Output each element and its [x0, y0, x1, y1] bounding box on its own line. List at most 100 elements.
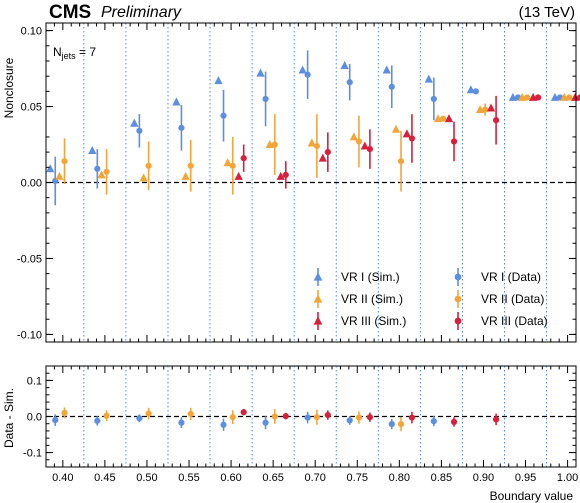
point-circle	[346, 79, 353, 86]
energy-label: (13 TeV)	[519, 4, 575, 21]
point-triangle	[97, 170, 106, 179]
point-circle	[94, 417, 101, 424]
point-circle	[492, 117, 500, 124]
axes: -0.10 -0.05 0.00 0.05 0.10 -0.1 0.0 0.1 0.40 0.45…	[17, 22, 578, 484]
xtick-label: 0.80	[389, 472, 410, 484]
point-circle	[482, 106, 489, 113]
xtick-label: 0.65	[262, 472, 283, 484]
point-circle	[282, 171, 289, 179]
main-ylabel: Nonclosure	[2, 57, 16, 118]
point-circle	[324, 149, 331, 156]
point-circle	[439, 115, 447, 122]
point-circle	[262, 95, 269, 103]
legend-entry-label: VR II (Data)	[481, 292, 544, 306]
legend-marker-circle	[454, 317, 462, 325]
point-triangle	[475, 104, 485, 114]
point-circle	[220, 112, 227, 119]
legend-marker-circle	[454, 273, 462, 281]
point-circle	[304, 71, 311, 78]
point-circle	[178, 419, 185, 426]
point-circle	[450, 418, 458, 426]
zero-reference-lines	[46, 181, 576, 418]
point-circle	[229, 162, 236, 169]
point-triangle	[130, 118, 139, 127]
point-circle	[229, 414, 236, 421]
point-circle	[397, 158, 405, 165]
point-triangle	[349, 132, 359, 141]
point-circle	[240, 155, 247, 162]
ratio-series-vr-i-data	[52, 411, 437, 431]
point-triangle	[340, 60, 349, 69]
point-circle	[262, 419, 269, 426]
xtick-label: 0.90	[473, 472, 494, 484]
preliminary-label: Preliminary	[101, 4, 182, 21]
cms-label: CMS	[49, 2, 91, 23]
point-triangle	[307, 138, 316, 147]
point-circle	[240, 409, 247, 416]
point-triangle	[508, 92, 518, 101]
point-circle	[577, 94, 580, 101]
point-circle	[408, 135, 416, 142]
point-triangle	[382, 65, 391, 74]
point-triangle	[518, 92, 527, 101]
point-circle	[408, 414, 416, 421]
point-triangle	[234, 171, 243, 180]
njets-n: N	[53, 45, 62, 59]
point-circle	[397, 420, 405, 428]
point-triangle	[139, 173, 148, 182]
point-triangle	[181, 171, 190, 180]
legend: VR I (Sim.) VR II (Sim.) VR III (Sim.) VR I…	[313, 268, 548, 330]
point-circle	[136, 127, 143, 134]
point-triangle	[276, 171, 285, 180]
ratio-ytick-label: 0.1	[27, 375, 42, 387]
legend-entry-label: VR III (Data)	[481, 314, 548, 328]
point-triangle	[424, 74, 433, 83]
point-triangle	[486, 103, 496, 112]
xtick-label: 0.85	[431, 472, 452, 484]
point-circle	[304, 414, 311, 421]
boundary-band-lines	[83, 23, 548, 467]
point-circle	[61, 158, 68, 165]
main-series-vr-ii-sim	[55, 92, 569, 182]
point-circle	[313, 414, 320, 421]
xtick-label: 0.50	[136, 472, 157, 484]
point-circle	[346, 417, 353, 424]
point-circle	[52, 417, 59, 424]
point-circle	[282, 413, 289, 420]
point-circle	[355, 138, 363, 145]
main-ytick-label: -0.10	[17, 329, 42, 341]
xtick-label: 0.70	[304, 472, 325, 484]
point-triangle	[571, 92, 580, 101]
ratio-series-vr-iii-data	[240, 408, 500, 427]
ratio-ylabel: Data - Sim.	[2, 388, 16, 448]
njets-annotation: Njets = 7	[53, 45, 96, 61]
point-circle	[136, 415, 143, 422]
point-triangle	[560, 92, 569, 101]
point-circle	[535, 94, 542, 101]
point-triangle	[223, 158, 232, 167]
main-series-vr-iii-data	[240, 94, 580, 189]
point-circle	[187, 162, 194, 169]
point-circle	[366, 145, 373, 153]
point-circle	[524, 94, 531, 101]
main-series-vr-i-data	[52, 50, 564, 206]
point-triangle	[214, 76, 223, 85]
main-ytick-label: 0.10	[21, 26, 42, 38]
legend-marker-triangle	[313, 272, 323, 281]
legend-marker-circle	[454, 295, 462, 303]
xtick-label: 0.60	[220, 472, 241, 484]
legend-marker-triangle	[313, 294, 323, 303]
legend-entry-label: VR I (Data)	[481, 270, 541, 284]
point-triangle	[172, 97, 181, 106]
ratio-ytick-label: 0.0	[27, 412, 42, 424]
point-triangle	[55, 171, 64, 180]
point-circle	[94, 165, 101, 172]
legend-entry-label: VR I (Sim.)	[341, 270, 400, 284]
point-circle	[61, 409, 68, 416]
point-triangle	[528, 92, 538, 101]
main-ytick-label: -0.05	[17, 253, 42, 265]
point-triangle	[444, 114, 454, 123]
xtick-label: 0.55	[178, 472, 199, 484]
main-ytick-label: 0.05	[21, 102, 42, 114]
